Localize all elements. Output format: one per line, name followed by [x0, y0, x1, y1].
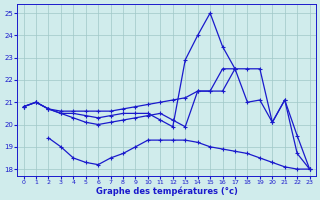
X-axis label: Graphe des températures (°c): Graphe des températures (°c)	[96, 186, 237, 196]
